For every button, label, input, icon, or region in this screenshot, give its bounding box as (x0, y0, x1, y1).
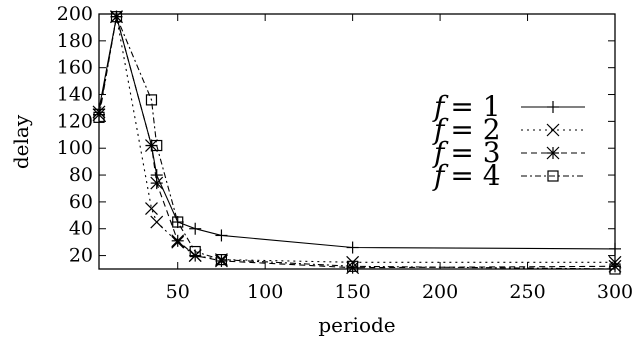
data-point (93, 111, 105, 123)
data-point (347, 260, 359, 272)
series-line (98, 16, 615, 263)
marker-stroke (150, 176, 164, 190)
data-point (189, 222, 202, 235)
series-3 (92, 10, 622, 275)
data-point (189, 245, 201, 258)
marker-stroke (150, 215, 164, 229)
data-point (346, 241, 359, 254)
data-point (151, 139, 163, 152)
x-tick-label: 300 (597, 281, 633, 303)
data-point (150, 215, 164, 229)
y-tick-label: 40 (69, 218, 93, 240)
y-axis: 20 40 60 80 100 120 140 160 180 200 (57, 3, 615, 267)
x-tick-label: 150 (334, 281, 370, 303)
data-point (110, 11, 123, 23)
marker-stroke (188, 249, 202, 263)
marker-stroke (151, 139, 163, 152)
marker-stroke (215, 254, 228, 266)
marker-stroke (172, 216, 184, 228)
x-tick-label: 50 (166, 281, 190, 303)
data-point (215, 254, 228, 266)
marker-stroke (347, 260, 359, 272)
legend-item-2: f = 2 (432, 113, 585, 146)
y-tick-label: 20 (69, 245, 93, 267)
legend-label-value: = 1 (450, 90, 500, 123)
marker-stroke (189, 245, 201, 258)
data-point (188, 249, 202, 263)
legend-label-value: = 3 (450, 136, 500, 169)
marker-stroke (110, 11, 123, 23)
series-line (98, 16, 616, 269)
plot-area (98, 13, 616, 270)
marker-stroke (93, 111, 105, 123)
data-point (608, 259, 622, 273)
legend-label-value: = 2 (450, 113, 500, 146)
x-axis: 50 100 150 200 250 300 (166, 14, 633, 303)
y-tick-label: 80 (69, 164, 93, 186)
data-point (145, 202, 158, 216)
y-tick-label: 140 (57, 84, 93, 106)
legend-marker (547, 170, 559, 182)
x-tick-label: 100 (247, 281, 283, 303)
y-tick-label: 180 (57, 30, 93, 52)
series-2 (92, 10, 622, 269)
data-point (171, 234, 185, 248)
y-tick-label: 60 (69, 191, 93, 213)
y-axis-title: delay (9, 114, 33, 169)
legend-marker (546, 146, 560, 160)
legend-label: f = 4 (432, 159, 501, 192)
x-axis-title: periode (318, 313, 395, 337)
y-tick-label: 160 (57, 57, 93, 79)
series-line (98, 16, 616, 250)
data-point (150, 176, 164, 190)
series-layer (92, 10, 622, 275)
marker-stroke (608, 259, 622, 273)
data-point (145, 94, 158, 106)
data-point (609, 263, 621, 275)
legend-label-value: = 4 (450, 159, 500, 192)
y-tick-label: 200 (57, 3, 93, 25)
series-4 (93, 11, 621, 275)
legend-label-var: f (432, 159, 449, 192)
marker-stroke (145, 94, 158, 106)
legend: f = 1f = 2f = 3f = 4 (432, 90, 585, 192)
legend-marker (547, 101, 559, 113)
marker-stroke (171, 234, 185, 248)
plot-border (98, 13, 616, 270)
marker-stroke (609, 263, 621, 275)
x-tick-label: 200 (422, 281, 458, 303)
marker-stroke (145, 202, 158, 216)
x-tick-label: 250 (509, 281, 545, 303)
marker-stroke (547, 170, 559, 182)
legend-marker (546, 123, 560, 137)
legend-item-4: f = 4 (432, 159, 585, 192)
data-point (215, 229, 228, 242)
data-point (609, 242, 621, 255)
series-line (98, 14, 616, 270)
marker-stroke (546, 123, 560, 137)
data-point (172, 216, 184, 228)
y-tick-label: 120 (57, 110, 93, 132)
y-tick-label: 100 (57, 137, 93, 159)
marker-stroke (546, 146, 560, 160)
